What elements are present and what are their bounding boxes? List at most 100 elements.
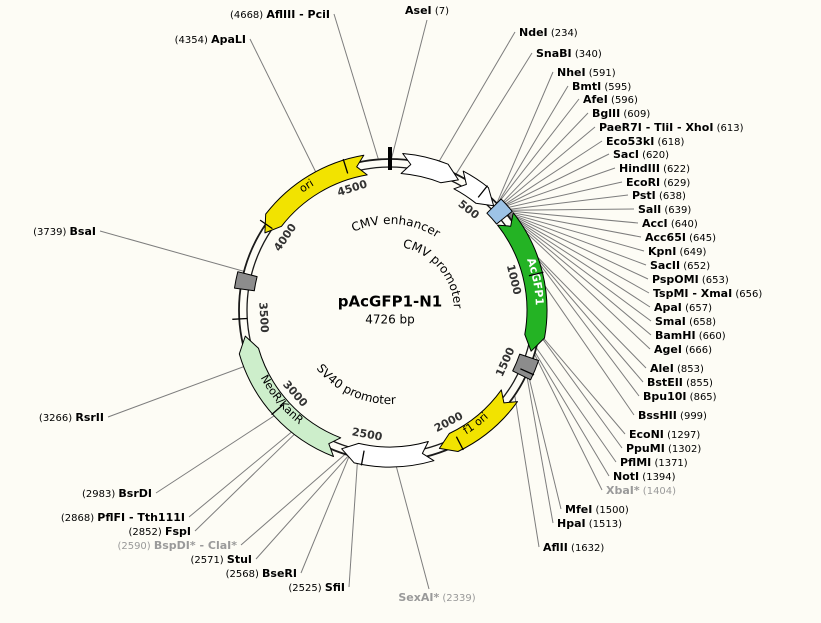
site-leader-line [394,460,430,590]
site-label[interactable]: BstEII (855) [647,376,713,389]
site-leader-line [533,353,603,491]
site-label[interactable]: SacI (620) [613,148,669,161]
site-leader-line [504,210,642,238]
feature-ori[interactable] [264,154,368,234]
site-label[interactable]: KpnI (649) [648,245,706,258]
site-label[interactable]: AfeI (596) [583,93,638,106]
site-leader-line [498,112,589,207]
site-leader-line [503,194,629,211]
site-label[interactable]: (3266) RsrII [39,411,104,424]
site-leader-line [500,140,603,208]
site-leader-line [505,213,652,336]
tick-mark [342,158,349,174]
site-label[interactable]: EcoNI (1297) [629,428,700,441]
site-label[interactable]: ApaI (657) [654,301,712,314]
site-label[interactable]: AccI (640) [642,217,698,230]
feature-sv40-promoter[interactable] [341,441,435,468]
site-label[interactable]: SnaBI (340) [536,47,602,60]
feature-cmv-enhancer[interactable] [400,153,459,184]
feature-label-path [368,246,454,342]
site-leader-line [240,453,346,546]
site-label[interactable]: (2868) PflFI - Tth111I [61,511,185,524]
site-label[interactable]: BmtI (595) [572,80,631,93]
site-label[interactable]: AgeI (666) [654,343,712,356]
site-label[interactable]: EcoRI (629) [626,176,690,189]
site-label[interactable]: SmaI (658) [655,315,716,328]
site-label[interactable]: BssHII (999) [638,409,707,422]
site-label[interactable]: SalI (639) [638,203,691,216]
site-label[interactable]: (2571) StuI [190,553,252,566]
site-leader-line [505,212,651,308]
tick-mark [271,404,284,416]
site-label[interactable]: HpaI (1513) [557,517,622,530]
site-leader-line [496,85,569,205]
site-label[interactable]: PpuMI (1302) [626,442,701,455]
site-label[interactable]: BglII (609) [592,107,650,120]
site-leader-line [506,214,651,350]
tick-mark [232,317,248,320]
site-leader-line [527,371,562,510]
tick-label: 1500 [493,345,518,379]
site-label[interactable]: AflII (1632) [543,541,604,554]
feature-hsv-tk-polya-box[interactable] [234,271,258,292]
site-leader-line [390,19,428,160]
tick-mark [360,450,365,466]
site-label[interactable]: Eco53kI (618) [606,135,684,148]
site-leader-line [249,38,319,178]
site-label[interactable]: BamHI (660) [655,329,726,342]
site-leader-line [348,457,359,588]
site-leader-line [496,71,554,204]
feature-acgfp1[interactable] [497,212,548,352]
feature-cmv-promoter[interactable] [453,170,495,207]
site-label[interactable]: PspOMI (653) [652,273,729,286]
site-label[interactable]: NdeI (234) [519,26,578,39]
feature-neor-kanr[interactable] [238,335,342,457]
feature-label-sv40-promoter: SV40 promoter [314,361,396,407]
site-label[interactable]: (4668) AflIII - PciI [230,8,330,21]
site-label[interactable]: (2590) BspDI* - ClaI* [117,539,237,552]
site-label[interactable]: TspMI - XmaI (656) [653,287,762,300]
site-labels: AseI (7)NdeI (234)SnaBI (340)NheI (591)B… [33,4,762,604]
site-label[interactable]: Bpu10I (865) [643,390,717,403]
site-leader-line [538,332,626,435]
site-leader-line [536,273,635,416]
site-label[interactable]: (4354) ApaLI [175,33,246,46]
site-label[interactable]: AleI (853) [650,362,704,375]
site-leader-line [99,230,245,272]
site-label[interactable]: XbaI* (1404) [606,484,676,497]
site-label[interactable]: (2525) SfiI [288,581,345,594]
tick-mark [477,185,489,198]
tick-label: 2500 [351,425,384,443]
site-label[interactable]: Acc65I (645) [645,231,716,244]
tick-label: 3500 [256,302,271,334]
site-label[interactable]: (2568) BseRI [226,567,297,580]
site-label[interactable]: HindIII (622) [619,162,690,175]
site-leader-line [504,211,649,280]
site-leader-line [505,212,652,322]
site-leader-line [255,454,350,560]
site-label[interactable]: (2983) BsrDI [82,487,152,500]
site-label[interactable]: PstI (638) [632,189,686,202]
site-leader-line [188,427,297,518]
site-label[interactable]: (3739) BsaI [33,225,96,238]
site-leader-line [333,13,379,160]
site-label[interactable]: PflMI (1371) [620,456,688,469]
site-label[interactable]: NheI (591) [557,66,616,79]
site-leader-line [538,333,623,449]
site-label[interactable]: AseI (7) [405,4,449,17]
site-label[interactable]: PaeR7I - TliI - XhoI (613) [599,121,744,134]
site-label[interactable]: NotI (1394) [613,470,676,483]
tick-mark [455,436,464,451]
tick-mark [520,368,535,376]
site-leader-line [500,167,616,209]
feature-mcs-box[interactable] [486,198,513,225]
site-label[interactable]: (2852) FspI [129,525,191,538]
site-label[interactable]: MfeI (1500) [565,503,629,516]
site-label[interactable]: SexAI* (2339) [398,591,475,604]
feature-f1-ori[interactable] [438,389,518,452]
site-label[interactable]: SacII (652) [650,259,710,272]
site-leader-line [194,429,299,532]
